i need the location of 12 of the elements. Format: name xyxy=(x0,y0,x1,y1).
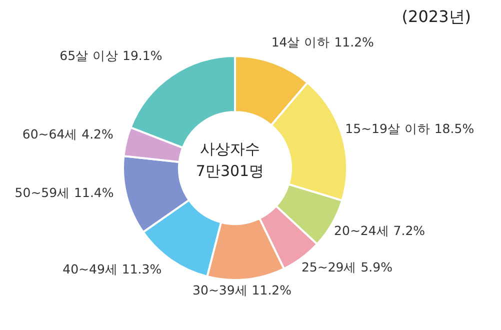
slice-label: 30~39세 11.2% xyxy=(192,282,292,298)
slice-label: 25~29세 5.9% xyxy=(301,259,393,274)
slice-label: 50~59세 11.4% xyxy=(14,184,114,200)
slice-label: 20~24세 7.2% xyxy=(334,222,426,238)
slice-label: 15~19살 이하 18.5% xyxy=(345,121,474,136)
text: 사상자수 xyxy=(200,140,260,158)
slice-label: 60~64세 4.2% xyxy=(22,126,114,142)
chart-title: (2023년) xyxy=(402,7,471,26)
text: 7만301명 xyxy=(196,162,264,180)
slice-label: 14살 이하 11.2% xyxy=(271,34,374,50)
slice-label: 40~49세 11.3% xyxy=(62,262,162,277)
slice-label: 65살 이상 19.1% xyxy=(60,48,162,63)
